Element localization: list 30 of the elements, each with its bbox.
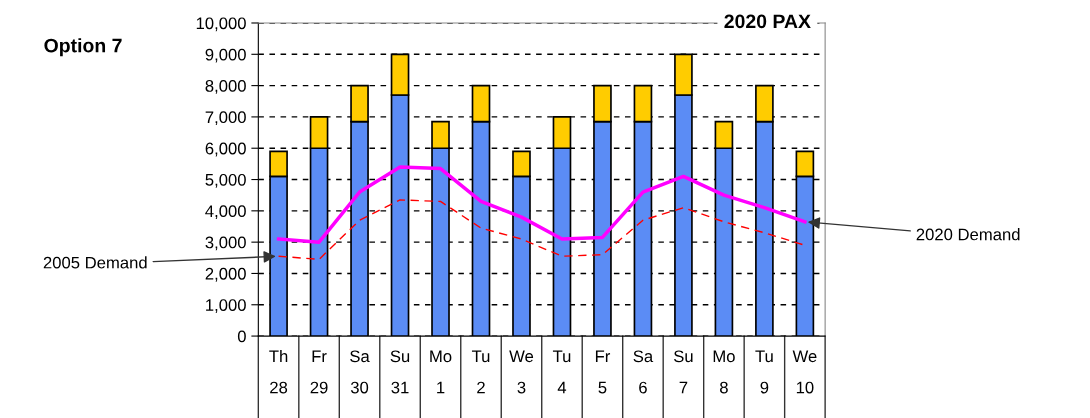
x-tick-label: Th 28 xyxy=(269,349,288,394)
annotation: 2005 Demand xyxy=(43,256,147,269)
x-tick-label: Mo 1 xyxy=(430,350,452,394)
x-tick-label: We 10 xyxy=(792,350,817,394)
y-tick-label: 0 xyxy=(237,330,246,343)
x-tick-label: Fr 5 xyxy=(595,350,611,394)
y-tick-label: 6,000 xyxy=(205,142,246,157)
x-tick-label: Tu 9 xyxy=(755,350,773,394)
annotation: 2020 Demand xyxy=(916,228,1020,241)
y-tick-label: 5,000 xyxy=(205,173,246,188)
x-tick-label: Sa 30 xyxy=(350,350,370,394)
y-tick-label: 9,000 xyxy=(205,48,246,63)
chart-subtitle: 2020 PAX xyxy=(724,14,811,29)
x-tick-label: Sa 6 xyxy=(633,350,654,394)
y-tick-label: 4,000 xyxy=(205,205,246,220)
x-tick-label: Tu 4 xyxy=(552,350,571,394)
text: Option 7 xyxy=(44,38,122,57)
x-tick-label: Mo 8 xyxy=(713,350,735,394)
x-tick-label: Tu 2 xyxy=(471,350,490,394)
y-tick-label: 3,000 xyxy=(205,236,246,251)
y-tick-label: 2,000 xyxy=(205,267,246,282)
x-tick-label: We 3 xyxy=(509,350,534,394)
x-tick-label: Su 7 xyxy=(674,350,693,394)
line-series xyxy=(276,165,807,244)
x-tick-label: Fr 29 xyxy=(310,350,328,394)
y-tick-label: 7,000 xyxy=(205,111,246,126)
y-tick-label: 1,000 xyxy=(206,299,246,313)
y-tick-label: 8,000 xyxy=(205,80,246,94)
y-tick-label: 10,000 xyxy=(196,17,246,32)
x-tick-label: Su 31 xyxy=(390,350,410,394)
